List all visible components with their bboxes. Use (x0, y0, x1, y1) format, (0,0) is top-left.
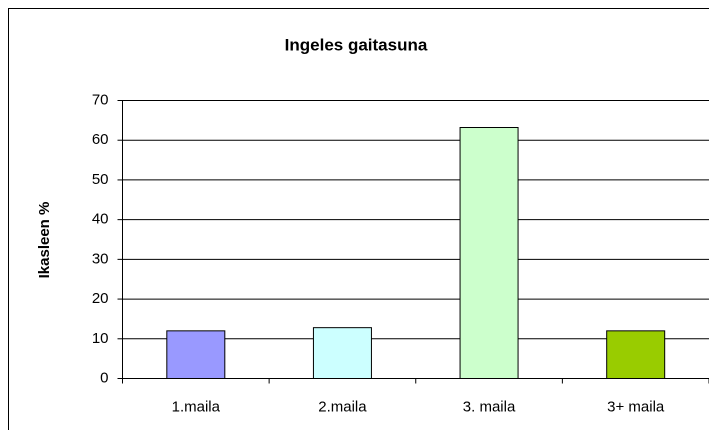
bar (606, 330, 666, 380)
bar (312, 327, 372, 379)
y-tick-label: 20 (92, 290, 109, 307)
y-tick-label: 70 (92, 91, 109, 108)
bar (166, 330, 226, 380)
chart-title: Ingeles gaitasuna (285, 35, 428, 54)
y-tick-label: 40 (92, 211, 109, 228)
x-tick-label: 2.maila (318, 398, 367, 415)
x-tick-label: 3+ maila (607, 398, 665, 415)
y-tick-label: 60 (92, 131, 109, 148)
y-axis-label: Ikasleen % (36, 202, 53, 279)
bar (459, 127, 519, 380)
y-tick-label: 0 (100, 369, 108, 386)
y-tick-label: 50 (92, 171, 109, 188)
y-tick-label: 30 (92, 250, 109, 267)
y-tick-label: 10 (92, 330, 109, 347)
x-tick-label: 1.maila (172, 398, 221, 415)
x-tick-label: 3. maila (463, 398, 516, 415)
